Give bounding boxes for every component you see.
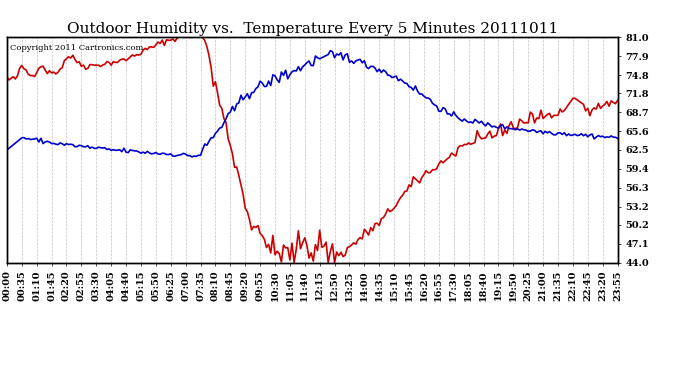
Title: Outdoor Humidity vs.  Temperature Every 5 Minutes 20111011: Outdoor Humidity vs. Temperature Every 5… <box>67 22 558 36</box>
Text: Copyright 2011 Cartronics.com: Copyright 2011 Cartronics.com <box>10 44 144 52</box>
